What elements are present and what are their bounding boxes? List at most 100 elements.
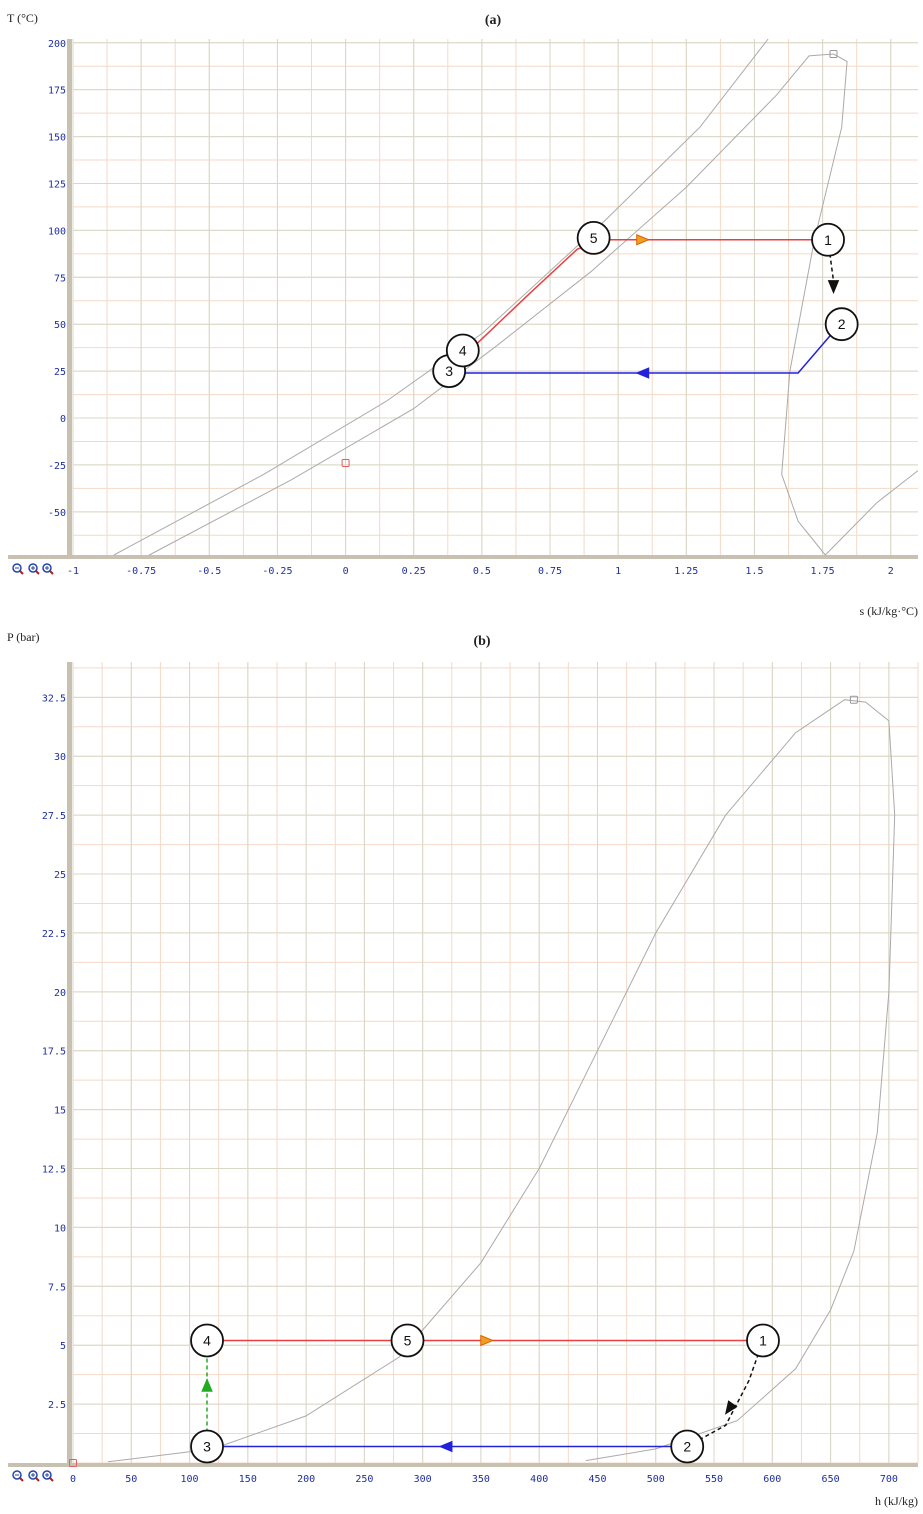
state-label: 1 bbox=[759, 1332, 767, 1348]
x-axis-bar bbox=[8, 1463, 918, 1467]
x-tick-label: 0.75 bbox=[538, 566, 562, 577]
direction-arrow bbox=[636, 234, 650, 246]
x-tick-label: 200 bbox=[297, 1474, 315, 1485]
state-circle bbox=[390, 1323, 425, 1358]
zoom-out-icon[interactable] bbox=[12, 1470, 24, 1482]
x-tick-label: 550 bbox=[705, 1474, 723, 1485]
y-axis-label: T (°C) bbox=[7, 11, 38, 25]
y-tick-label: 150 bbox=[48, 133, 66, 144]
y-tick-label: 7.5 bbox=[48, 1282, 66, 1293]
y-tick-label: 50 bbox=[54, 320, 66, 331]
state-label: 4 bbox=[459, 342, 467, 358]
y-tick-label: 100 bbox=[48, 226, 66, 237]
direction-arrow bbox=[724, 1400, 738, 1415]
panel-title: (b) bbox=[473, 634, 490, 649]
x-tick-label: 150 bbox=[239, 1474, 257, 1485]
x-tick-label: 100 bbox=[181, 1474, 199, 1485]
state-label: 3 bbox=[445, 363, 453, 379]
y-tick-label: 125 bbox=[48, 179, 66, 190]
x-tick-label: -1 bbox=[67, 566, 79, 577]
state-circle bbox=[190, 1323, 224, 1358]
direction-arrow bbox=[827, 280, 840, 294]
x-tick-label: 300 bbox=[414, 1474, 432, 1485]
y-tick-label: 22.5 bbox=[42, 929, 66, 940]
series-line bbox=[460, 331, 835, 374]
state-marker: 1 bbox=[746, 1323, 780, 1358]
x-tick-label: -0.75 bbox=[126, 566, 156, 577]
y-tick-label: 12.5 bbox=[42, 1165, 66, 1176]
state-label: 5 bbox=[590, 230, 598, 246]
y-tick-label: 17.5 bbox=[42, 1047, 66, 1058]
panel-b: P (bar) (b) h (kJ/kg) 0 50 100 150 200 250 300… bbox=[7, 630, 919, 1508]
state-circle bbox=[190, 1429, 224, 1464]
series-line bbox=[473, 239, 828, 348]
critical-point bbox=[341, 459, 350, 468]
x-tick-label: 700 bbox=[880, 1474, 898, 1485]
zoom-in-y-icon[interactable] bbox=[42, 563, 54, 575]
state-marker: 4 bbox=[445, 333, 480, 368]
y-tick-label: 15 bbox=[54, 1106, 66, 1117]
series-line bbox=[824, 470, 919, 556]
state-label: 4 bbox=[203, 1332, 211, 1348]
plot-area[interactable]: 0 50 100 150 200 250 300 350 400 450 500 550 600 650 7… bbox=[8, 662, 919, 1485]
x-tick-label: -0.5 bbox=[197, 566, 221, 577]
zoom-controls bbox=[12, 1470, 54, 1482]
x-tick-label: 500 bbox=[647, 1474, 665, 1485]
state-marker: 2 bbox=[670, 1429, 705, 1464]
y-tick-label: 75 bbox=[54, 273, 66, 284]
state-marker: 4 bbox=[190, 1323, 224, 1358]
x-tick-label: 350 bbox=[472, 1474, 490, 1485]
state-label: 3 bbox=[203, 1439, 211, 1455]
x-axis-bar bbox=[8, 555, 918, 559]
zoom-controls bbox=[12, 563, 54, 575]
x-axis-label: s (kJ/kg·°C) bbox=[860, 604, 918, 618]
state-circle bbox=[576, 220, 611, 255]
panel-title: (a) bbox=[485, 13, 502, 28]
plot-area[interactable]: -1 -0.75 -0.5 -0.25 0 0.25 0.5 0.75 1 1.25 1.5 1.75… bbox=[8, 38, 919, 577]
state-label: 5 bbox=[404, 1332, 412, 1348]
zoom-out-icon[interactable] bbox=[12, 563, 24, 575]
y-tick-label: 25 bbox=[54, 367, 66, 378]
y-tick-label: 175 bbox=[48, 86, 66, 97]
critical-point bbox=[829, 50, 838, 59]
critical-point bbox=[69, 1459, 77, 1467]
x-tick-label: 2 bbox=[888, 566, 894, 577]
y-tick-label: 20 bbox=[54, 988, 66, 999]
y-axis-label: P (bar) bbox=[7, 630, 40, 644]
state-marker: 3 bbox=[190, 1429, 224, 1464]
state-circle bbox=[824, 307, 859, 342]
y-tick-label: -25 bbox=[48, 461, 66, 472]
x-axis-label: h (kJ/kg) bbox=[875, 1494, 918, 1508]
x-tick-label: 600 bbox=[763, 1474, 781, 1485]
zoom-in-x-icon[interactable] bbox=[28, 563, 40, 575]
x-tick-label: 1.75 bbox=[811, 566, 835, 577]
y-tick-label: 200 bbox=[48, 39, 66, 50]
plot-background bbox=[73, 39, 918, 555]
x-tick-label: 1.25 bbox=[674, 566, 698, 577]
x-tick-label: 400 bbox=[530, 1474, 548, 1485]
state-circle bbox=[811, 222, 845, 257]
panel-a: T (°C) (a) s (kJ/kg·°C) -1 -0.75 -0.5 -0.25… bbox=[7, 11, 919, 618]
y-axis-bar bbox=[67, 39, 72, 559]
state-marker: 1 bbox=[811, 222, 845, 257]
state-label: 2 bbox=[838, 316, 846, 332]
state-marker: 5 bbox=[576, 220, 611, 255]
state-marker: 2 bbox=[824, 307, 859, 342]
direction-arrow bbox=[480, 1334, 495, 1347]
state-label: 1 bbox=[824, 232, 832, 248]
y-tick-label: -50 bbox=[48, 508, 66, 519]
y-tick-label: 0 bbox=[60, 414, 66, 425]
state-marker: 5 bbox=[390, 1323, 425, 1358]
zoom-in-y-icon[interactable] bbox=[42, 1470, 54, 1482]
direction-arrow bbox=[635, 367, 650, 379]
zoom-in-x-icon[interactable] bbox=[28, 1470, 40, 1482]
state-label: 2 bbox=[683, 1439, 691, 1455]
y-tick-label: 5 bbox=[60, 1341, 66, 1352]
series-line bbox=[113, 38, 769, 556]
y-tick-label: 25 bbox=[54, 870, 66, 881]
x-tick-label: 50 bbox=[125, 1474, 137, 1485]
x-tick-label: 0.5 bbox=[473, 566, 491, 577]
y-axis-bar bbox=[67, 662, 72, 1467]
x-tick-label: 650 bbox=[822, 1474, 840, 1485]
